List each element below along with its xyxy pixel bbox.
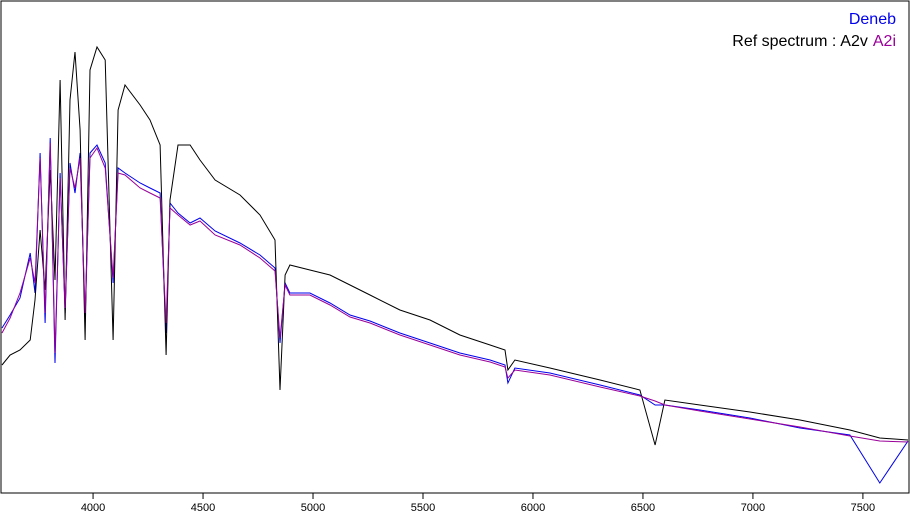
x-tick-label: 7500 bbox=[851, 502, 875, 514]
legend-name: A2v bbox=[840, 33, 868, 50]
x-tick-label: 6000 bbox=[521, 502, 545, 514]
legend-prefix: Ref spectrum : bbox=[732, 33, 836, 50]
x-tick-label: 4000 bbox=[81, 502, 105, 514]
series-line bbox=[1, 45, 909, 446]
x-tick-label: 7000 bbox=[741, 502, 765, 514]
x-tick-label: 6500 bbox=[631, 502, 655, 514]
x-tick-label: 4500 bbox=[191, 502, 215, 514]
x-tick-label: 5500 bbox=[411, 502, 435, 514]
series-line bbox=[1, 142, 909, 443]
x-tick-label: 5000 bbox=[301, 502, 325, 514]
plot-frame bbox=[0, 0, 910, 494]
legend-entry: Deneb bbox=[849, 11, 896, 28]
legend-entry: Ref spectrum : A2v bbox=[732, 33, 868, 50]
legend-entry: A2i bbox=[873, 33, 896, 50]
